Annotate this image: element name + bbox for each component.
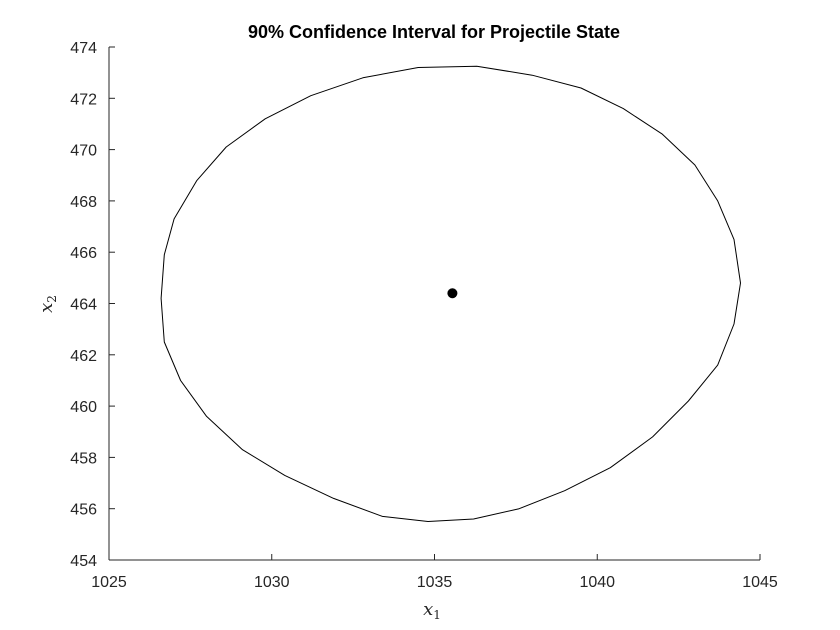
y-tick-label: 456: [70, 502, 97, 519]
y-tick-label: 470: [70, 143, 97, 160]
y-tick-label: 462: [70, 348, 97, 365]
chart-title: 90% Confidence Interval for Projectile S…: [248, 22, 620, 42]
y-tick-label: 466: [70, 245, 97, 262]
confidence-ellipse: [160, 65, 741, 522]
y-axis-label-sub: 2: [45, 295, 59, 303]
y-tick-label: 472: [70, 91, 97, 108]
x-tick-label: 1040: [579, 574, 615, 591]
y-tick-label: 458: [70, 450, 97, 467]
y-tick-label: 468: [70, 194, 97, 211]
y-tick-label: 454: [70, 553, 97, 570]
x-axis-label-sub: 1: [433, 608, 441, 622]
y-axis-label-base: x: [36, 303, 57, 313]
x-axis-label-base: x: [423, 599, 433, 620]
x-tick-label: 1045: [742, 574, 778, 591]
y-tick-label: 464: [70, 297, 97, 314]
x-axis-label: x1: [423, 599, 441, 622]
axes: 1025 1030 1035 1040 1045 454 456 458 460 462 464 46…: [70, 40, 778, 591]
x-tick-label: 1025: [91, 574, 127, 591]
y-tick-label: 460: [70, 399, 97, 416]
x-tick-label: 1030: [254, 574, 290, 591]
estimate-point: [447, 288, 458, 299]
plot-area: [160, 65, 741, 522]
y-axis-label: x2: [36, 295, 59, 313]
x-tick-label: 1035: [417, 574, 453, 591]
y-tick-label: 474: [70, 40, 97, 57]
